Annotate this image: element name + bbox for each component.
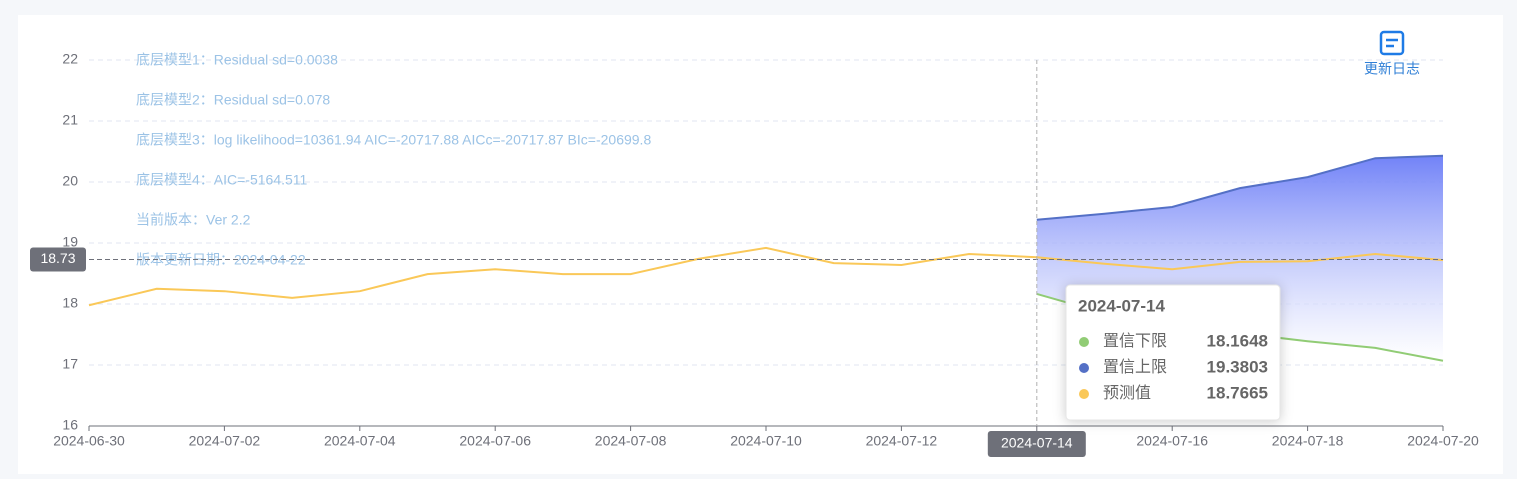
x-tick-label: 2024-07-04	[324, 433, 396, 449]
x-tick-label: 2024-07-02	[189, 433, 261, 449]
tooltip-title: 2024-07-14	[1078, 296, 1166, 315]
y-tick-label: 17	[62, 356, 78, 372]
x-tick-label: 2024-07-20	[1407, 433, 1479, 449]
x-tick-label: 2024-07-16	[1136, 433, 1208, 449]
x-tick-label: 2024-07-10	[730, 433, 802, 449]
log-icon	[1379, 30, 1405, 56]
y-tick-label: 21	[62, 112, 78, 128]
tooltip-name: 置信上限	[1103, 358, 1167, 376]
tooltip-dot	[1079, 363, 1089, 373]
x-tick-label: 2024-06-30	[53, 433, 125, 449]
update-log-button[interactable]: 更新日志	[1364, 30, 1420, 77]
tooltip-name: 预测值	[1103, 384, 1151, 402]
tooltip-value: 18.1648	[1207, 331, 1268, 350]
log-label[interactable]: 更新日志	[1364, 61, 1420, 77]
x-tick-label: 2024-07-12	[866, 433, 938, 449]
annotation: 底层模型4：AIC=-5164.511	[136, 172, 308, 188]
tooltip-name: 置信下限	[1103, 332, 1167, 350]
annotation: 底层模型3：log likelihood=10361.94 AIC=-20717…	[136, 132, 651, 148]
y-tick-label: 18	[62, 295, 78, 311]
y-tick-label: 19	[62, 234, 78, 250]
y-tick-label: 16	[62, 417, 78, 433]
annotation: 当前版本：Ver 2.2	[136, 212, 251, 228]
tooltip-value: 18.7665	[1207, 383, 1268, 402]
tooltip-dot	[1079, 389, 1089, 399]
x-tick-label: 2024-07-08	[595, 433, 667, 449]
series-line	[88, 246, 1444, 307]
series-line	[1036, 154, 1444, 221]
annotation: 底层模型2：Residual sd=0.078	[136, 92, 330, 108]
reference-label: 18.73	[40, 250, 75, 266]
reference-label-box	[30, 247, 86, 272]
y-tick-label: 20	[62, 173, 78, 189]
x-tick-label: 2024-07-18	[1272, 433, 1344, 449]
tooltip-box	[1065, 284, 1281, 421]
annotation: 底层模型1：Residual sd=0.0038	[136, 52, 338, 68]
crosshair-label: 2024-07-14	[1001, 435, 1073, 451]
tooltip-value: 19.3803	[1207, 357, 1268, 376]
tooltip-dot	[1079, 337, 1089, 347]
x-tick-label: 2024-07-06	[459, 433, 531, 449]
crosshair-label-box	[987, 431, 1086, 457]
tooltip: 2024-07-14 置信下限 18.1648 置信上限 19.3803 预测值 18.76…	[1065, 284, 1281, 421]
y-tick-label: 22	[62, 51, 78, 67]
